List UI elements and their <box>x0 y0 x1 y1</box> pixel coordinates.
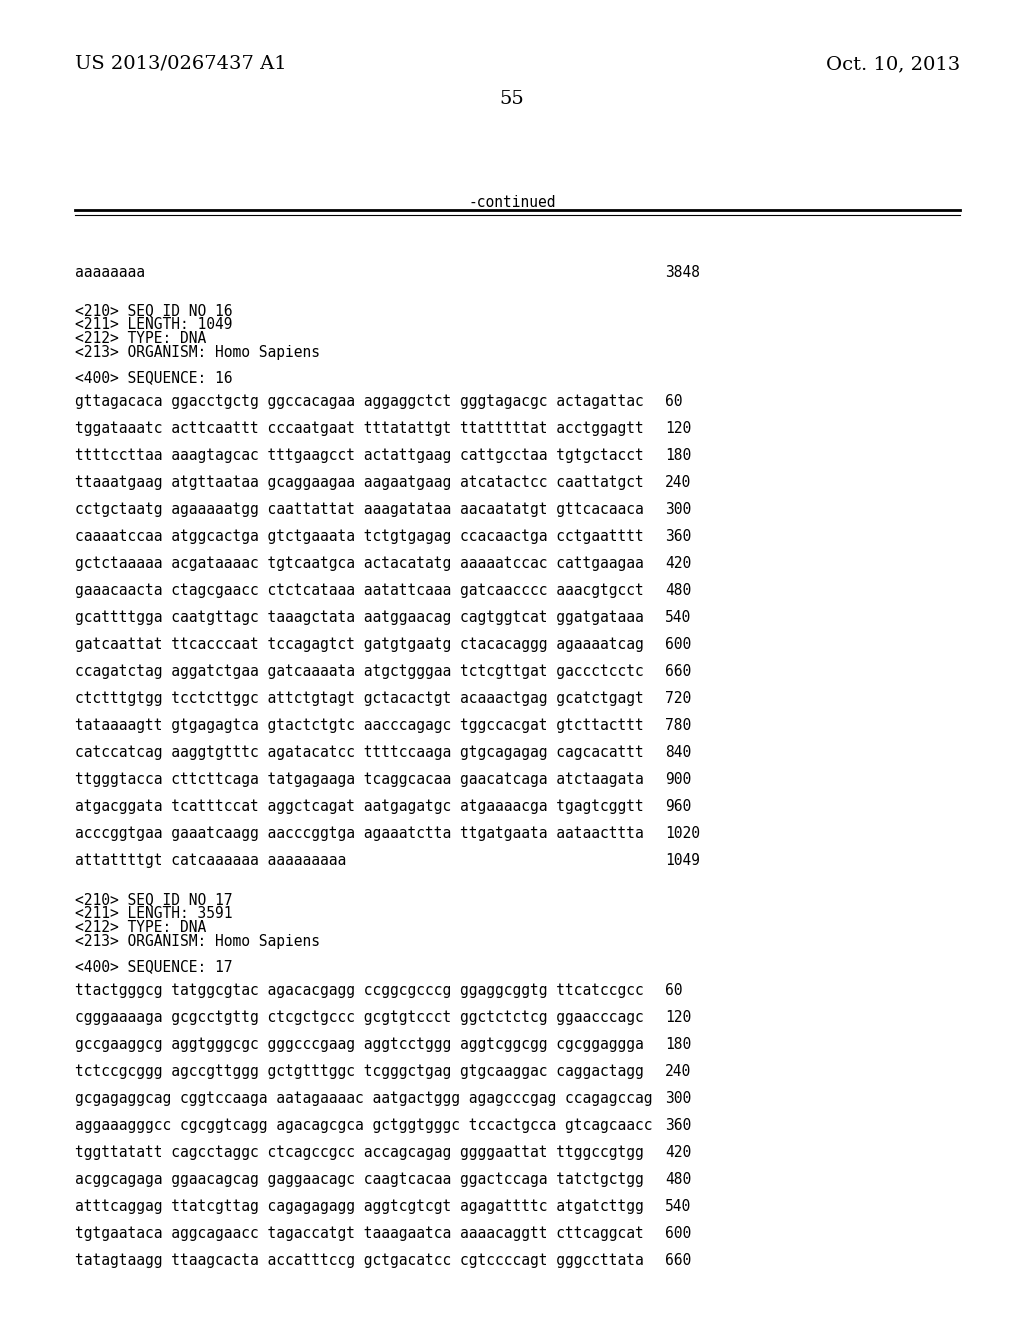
Text: ccagatctag aggatctgaa gatcaaaata atgctgggaa tctcgttgat gaccctcctc: ccagatctag aggatctgaa gatcaaaata atgctgg… <box>75 664 644 678</box>
Text: ttactgggcg tatggcgtac agacacgagg ccggcgcccg ggaggcggtg ttcatccgcc: ttactgggcg tatggcgtac agacacgagg ccggcgc… <box>75 983 644 998</box>
Text: 600: 600 <box>665 1226 691 1241</box>
Text: ttttccttaa aaagtagcac tttgaagcct actattgaag cattgcctaa tgtgctacct: ttttccttaa aaagtagcac tttgaagcct actattg… <box>75 447 644 463</box>
Text: atgacggata tcatttccat aggctcagat aatgagatgc atgaaaacga tgagtcggtt: atgacggata tcatttccat aggctcagat aatgaga… <box>75 799 644 814</box>
Text: <210> SEQ ID NO 17: <210> SEQ ID NO 17 <box>75 892 232 907</box>
Text: 420: 420 <box>665 556 691 572</box>
Text: 900: 900 <box>665 772 691 787</box>
Text: <213> ORGANISM: Homo Sapiens: <213> ORGANISM: Homo Sapiens <box>75 345 319 360</box>
Text: 960: 960 <box>665 799 691 814</box>
Text: attattttgt catcaaaaaa aaaaaaaaa: attattttgt catcaaaaaa aaaaaaaaa <box>75 853 346 869</box>
Text: Oct. 10, 2013: Oct. 10, 2013 <box>825 55 961 73</box>
Text: 540: 540 <box>665 1199 691 1214</box>
Text: gaaacaacta ctagcgaacc ctctcataaa aatattcaaa gatcaacccc aaacgtgcct: gaaacaacta ctagcgaacc ctctcataaa aatattc… <box>75 583 644 598</box>
Text: 180: 180 <box>665 1038 691 1052</box>
Text: 3848: 3848 <box>665 265 700 280</box>
Text: 60: 60 <box>665 983 683 998</box>
Text: aggaaagggcc cgcggtcagg agacagcgca gctggtgggc tccactgcca gtcagcaacc: aggaaagggcc cgcggtcagg agacagcgca gctggt… <box>75 1118 652 1133</box>
Text: <400> SEQUENCE: 16: <400> SEQUENCE: 16 <box>75 370 232 385</box>
Text: tctccgcggg agccgttggg gctgtttggc tcgggctgag gtgcaaggac caggactagg: tctccgcggg agccgttggg gctgtttggc tcgggct… <box>75 1064 644 1078</box>
Text: caaaatccaa atggcactga gtctgaaata tctgtgagag ccacaactga cctgaatttt: caaaatccaa atggcactga gtctgaaata tctgtga… <box>75 529 644 544</box>
Text: ttgggtacca cttcttcaga tatgagaaga tcaggcacaa gaacatcaga atctaagata: ttgggtacca cttcttcaga tatgagaaga tcaggca… <box>75 772 644 787</box>
Text: tgtgaataca aggcagaacc tagaccatgt taaagaatca aaaacaggtt cttcaggcat: tgtgaataca aggcagaacc tagaccatgt taaagaa… <box>75 1226 644 1241</box>
Text: 60: 60 <box>665 393 683 409</box>
Text: tataaaagtt gtgagagtca gtactctgtc aacccagagc tggccacgat gtcttacttt: tataaaagtt gtgagagtca gtactctgtc aacccag… <box>75 718 644 733</box>
Text: gttagacaca ggacctgctg ggccacagaa aggaggctct gggtagacgc actagattac: gttagacaca ggacctgctg ggccacagaa aggaggc… <box>75 393 644 409</box>
Text: 480: 480 <box>665 583 691 598</box>
Text: 360: 360 <box>665 1118 691 1133</box>
Text: gcattttgga caatgttagc taaagctata aatggaacag cagtggtcat ggatgataaa: gcattttgga caatgttagc taaagctata aatggaa… <box>75 610 644 624</box>
Text: 300: 300 <box>665 502 691 517</box>
Text: 240: 240 <box>665 475 691 490</box>
Text: 420: 420 <box>665 1144 691 1160</box>
Text: gctctaaaaa acgataaaac tgtcaatgca actacatatg aaaaatccac cattgaagaa: gctctaaaaa acgataaaac tgtcaatgca actacat… <box>75 556 644 572</box>
Text: 840: 840 <box>665 744 691 760</box>
Text: 300: 300 <box>665 1092 691 1106</box>
Text: gatcaattat ttcacccaat tccagagtct gatgtgaatg ctacacaggg agaaaatcag: gatcaattat ttcacccaat tccagagtct gatgtga… <box>75 638 644 652</box>
Text: 660: 660 <box>665 1253 691 1269</box>
Text: 360: 360 <box>665 529 691 544</box>
Text: <210> SEQ ID NO 16: <210> SEQ ID NO 16 <box>75 304 232 318</box>
Text: cgggaaaaga gcgcctgttg ctcgctgccc gcgtgtccct ggctctctcg ggaacccagc: cgggaaaaga gcgcctgttg ctcgctgccc gcgtgtc… <box>75 1010 644 1026</box>
Text: <211> LENGTH: 1049: <211> LENGTH: 1049 <box>75 317 232 333</box>
Text: gccgaaggcg aggtgggcgc gggcccgaag aggtcctggg aggtcggcgg cgcggaggga: gccgaaggcg aggtgggcgc gggcccgaag aggtcct… <box>75 1038 644 1052</box>
Text: US 2013/0267437 A1: US 2013/0267437 A1 <box>75 55 287 73</box>
Text: 480: 480 <box>665 1172 691 1187</box>
Text: acccggtgaa gaaatcaagg aacccggtga agaaatctta ttgatgaata aataacttta: acccggtgaa gaaatcaagg aacccggtga agaaatc… <box>75 826 644 841</box>
Text: tatagtaagg ttaagcacta accatttccg gctgacatcc cgtccccagt gggccttata: tatagtaagg ttaagcacta accatttccg gctgaca… <box>75 1253 644 1269</box>
Text: 540: 540 <box>665 610 691 624</box>
Text: aaaaaaaa: aaaaaaaa <box>75 265 145 280</box>
Text: ctctttgtgg tcctcttggc attctgtagt gctacactgt acaaactgag gcatctgagt: ctctttgtgg tcctcttggc attctgtagt gctacac… <box>75 690 644 706</box>
Text: 240: 240 <box>665 1064 691 1078</box>
Text: <211> LENGTH: 3591: <211> LENGTH: 3591 <box>75 906 232 921</box>
Text: gcgagaggcag cggtccaaga aatagaaaac aatgactggg agagcccgag ccagagccag: gcgagaggcag cggtccaaga aatagaaaac aatgac… <box>75 1092 652 1106</box>
Text: 600: 600 <box>665 638 691 652</box>
Text: <400> SEQUENCE: 17: <400> SEQUENCE: 17 <box>75 960 232 974</box>
Text: ttaaatgaag atgttaataa gcaggaagaa aagaatgaag atcatactcc caattatgct: ttaaatgaag atgttaataa gcaggaagaa aagaatg… <box>75 475 644 490</box>
Text: 660: 660 <box>665 664 691 678</box>
Text: 720: 720 <box>665 690 691 706</box>
Text: 1049: 1049 <box>665 853 700 869</box>
Text: tggataaatc acttcaattt cccaatgaat tttatattgt ttatttttat acctggagtt: tggataaatc acttcaattt cccaatgaat tttatat… <box>75 421 644 436</box>
Text: 780: 780 <box>665 718 691 733</box>
Text: <212> TYPE: DNA: <212> TYPE: DNA <box>75 331 206 346</box>
Text: 55: 55 <box>500 90 524 108</box>
Text: tggttatatt cagcctaggc ctcagccgcc accagcagag ggggaattat ttggccgtgg: tggttatatt cagcctaggc ctcagccgcc accagca… <box>75 1144 644 1160</box>
Text: 180: 180 <box>665 447 691 463</box>
Text: <212> TYPE: DNA: <212> TYPE: DNA <box>75 920 206 935</box>
Text: 120: 120 <box>665 421 691 436</box>
Text: 120: 120 <box>665 1010 691 1026</box>
Text: <213> ORGANISM: Homo Sapiens: <213> ORGANISM: Homo Sapiens <box>75 935 319 949</box>
Text: catccatcag aaggtgtttc agatacatcc ttttccaaga gtgcagagag cagcacattt: catccatcag aaggtgtttc agatacatcc ttttcca… <box>75 744 644 760</box>
Text: acggcagaga ggaacagcag gaggaacagc caagtcacaa ggactccaga tatctgctgg: acggcagaga ggaacagcag gaggaacagc caagtca… <box>75 1172 644 1187</box>
Text: 1020: 1020 <box>665 826 700 841</box>
Text: cctgctaatg agaaaaatgg caattattat aaagatataa aacaatatgt gttcacaaca: cctgctaatg agaaaaatgg caattattat aaagata… <box>75 502 644 517</box>
Text: atttcaggag ttatcgttag cagagagagg aggtcgtcgt agagattttc atgatcttgg: atttcaggag ttatcgttag cagagagagg aggtcgt… <box>75 1199 644 1214</box>
Text: -continued: -continued <box>468 195 556 210</box>
